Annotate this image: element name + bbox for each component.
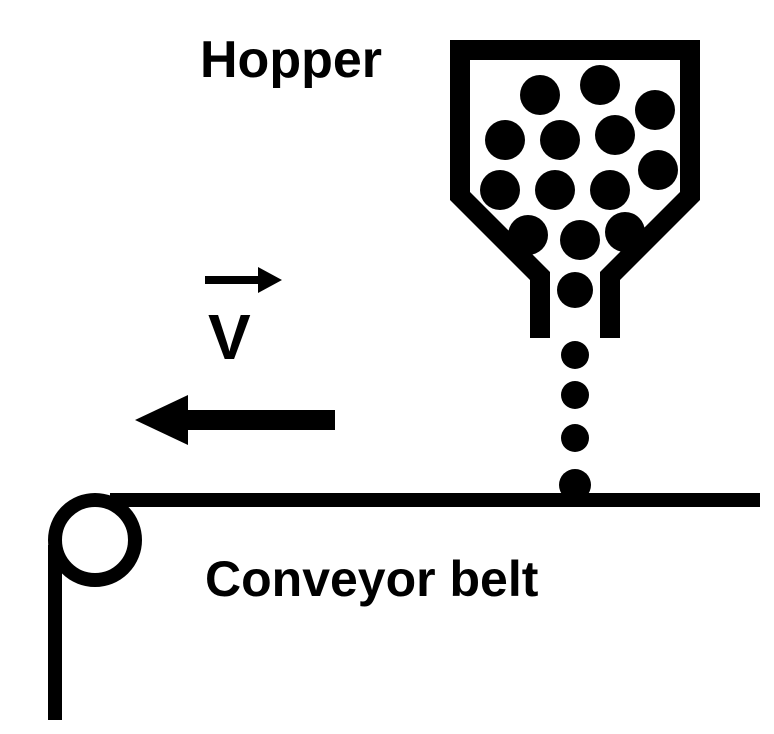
conveyor-roller-icon — [55, 500, 135, 580]
particle-icon — [480, 170, 520, 210]
particle-icon — [590, 170, 630, 210]
particle-icon — [540, 120, 580, 160]
particles-falling — [559, 341, 591, 501]
particle-icon — [560, 220, 600, 260]
diagram-svg — [0, 0, 774, 734]
particle-icon — [561, 341, 589, 369]
particle-icon — [535, 170, 575, 210]
particle-icon — [580, 65, 620, 105]
belt-direction-arrow-icon — [135, 395, 335, 445]
particle-icon — [557, 272, 593, 308]
particle-icon — [561, 424, 589, 452]
particle-icon — [638, 150, 678, 190]
particle-icon — [520, 75, 560, 115]
velocity-vector-icon — [205, 267, 282, 293]
particles-inside — [480, 65, 678, 308]
particle-icon — [508, 215, 548, 255]
particle-icon — [605, 212, 645, 252]
particle-icon — [635, 90, 675, 130]
particle-icon — [485, 120, 525, 160]
particle-icon — [595, 115, 635, 155]
diagram-stage: Hopper V Conveyor belt — [0, 0, 774, 734]
particle-icon — [561, 381, 589, 409]
